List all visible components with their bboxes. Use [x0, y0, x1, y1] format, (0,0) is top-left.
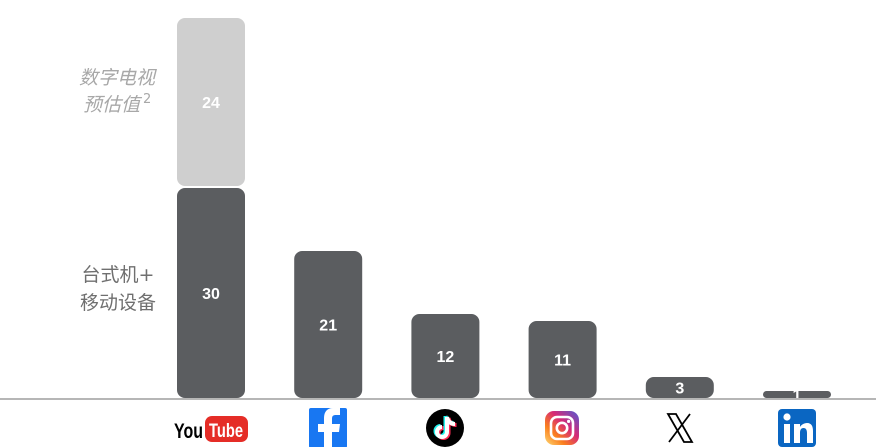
legend-desktop-mobile: 台式机+ 移动设备 [80, 264, 156, 314]
x-logo-icon [666, 413, 694, 443]
bar-value-labels: 30 21 12 11 3 1 24 [202, 95, 801, 405]
legend-digital-tv-footnote: 2 [143, 92, 151, 107]
legend-digital-tv-line2: 预估值 [83, 94, 143, 116]
legend-desktop-mobile-line2: 移动设备 [80, 292, 156, 314]
bar-youtube-series-1 [177, 18, 245, 186]
youtube-logo-icon: You Tube [174, 416, 248, 443]
category-logos: You Tube [174, 408, 816, 447]
bar-linkedin-series-0 [763, 391, 831, 398]
tiktok-logo-icon [426, 409, 464, 447]
bar-youtube-series-0 [177, 188, 245, 398]
bar-value-label-youtube-series-0: 30 [202, 286, 220, 303]
bar-value-label-linkedin-series-0: 1 [793, 388, 802, 405]
facebook-logo-icon [309, 408, 347, 447]
legend-desktop-mobile-line1: 台式机+ [82, 264, 155, 286]
bar-facebook-series-0 [294, 251, 363, 398]
bars-group [177, 18, 831, 398]
legend-digital-tv-line1: 数字电视 [79, 67, 157, 89]
bar-value-label-tiktok-series-0: 12 [437, 349, 455, 366]
svg-text:You: You [174, 420, 203, 443]
legend-digital-tv: 数字电视 预估值 2 [79, 67, 157, 116]
linkedin-logo-icon [778, 409, 816, 447]
bar-x-series-0 [645, 377, 714, 398]
bar-instagram-series-0 [528, 321, 597, 398]
bar-value-label-instagram-series-0: 11 [554, 353, 571, 370]
bar-value-label-x-series-0: 3 [675, 381, 684, 398]
bar-tiktok-series-0 [411, 314, 480, 398]
bar-value-label-facebook-series-0: 21 [319, 318, 337, 335]
instagram-logo-icon [545, 411, 579, 445]
svg-text:Tube: Tube [209, 421, 243, 442]
bar-value-label-youtube-series-1: 24 [202, 95, 220, 112]
